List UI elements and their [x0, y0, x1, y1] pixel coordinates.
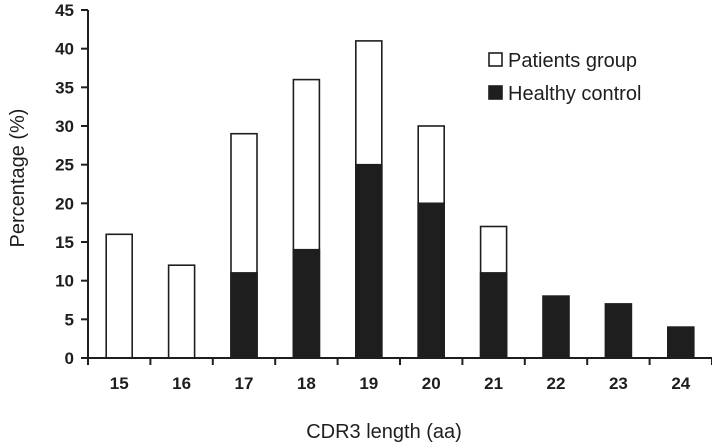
bar-healthy-20	[417, 202, 446, 359]
legend-swatch-patients	[488, 52, 503, 67]
bar-healthy-23	[604, 303, 633, 359]
y-tick-label: 35	[55, 78, 74, 97]
y-tick-label: 30	[55, 117, 74, 136]
bar-healthy-22	[542, 295, 570, 359]
x-tick-label: 20	[422, 374, 441, 393]
x-tick-label: 17	[235, 374, 254, 393]
y-tick-label: 5	[65, 310, 74, 329]
bar-patients-15	[105, 233, 133, 359]
x-tick-label: 19	[359, 374, 378, 393]
x-tick-label: 24	[671, 374, 690, 393]
y-tick-label: 15	[55, 233, 74, 252]
y-tick-label: 45	[55, 1, 74, 20]
x-tick-label: 22	[547, 374, 566, 393]
y-axis-label: Percentage (%)	[7, 109, 29, 248]
bar-healthy-21	[479, 272, 508, 359]
bars-group	[105, 40, 695, 359]
legend-label-patients: Patients group	[508, 50, 637, 72]
bar-healthy-17	[230, 272, 258, 359]
x-tick-label: 18	[297, 374, 316, 393]
legend-label-healthy: Healthy control	[508, 83, 641, 105]
y-tick-label: 40	[55, 40, 74, 59]
x-tick-label: 21	[484, 374, 503, 393]
y-tick-label: 25	[55, 156, 74, 175]
x-tick-label: 23	[609, 374, 628, 393]
bar-healthy-19	[354, 163, 383, 359]
y-tick-label: 10	[55, 272, 74, 291]
x-axis-label: CDR3 length (aa)	[306, 421, 462, 443]
y-tick-label: 0	[65, 349, 74, 368]
x-tick-label: 16	[172, 374, 191, 393]
bar-healthy-24	[666, 326, 695, 359]
legend: Patients group Healthy control	[488, 50, 641, 105]
y-tick-label: 20	[55, 194, 74, 213]
axes-group: 0 5 10 15 20 25 30 35 40 45 15 16 17 18 19 20 21 22 23 24	[55, 1, 712, 393]
bar-patients-16	[167, 264, 196, 359]
bar-healthy-18	[292, 248, 321, 359]
x-tick-label: 15	[110, 374, 129, 393]
legend-swatch-healthy	[488, 85, 503, 100]
